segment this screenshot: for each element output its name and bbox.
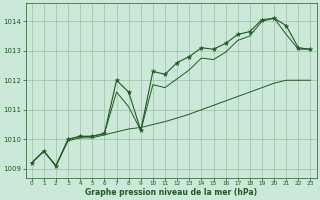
X-axis label: Graphe pression niveau de la mer (hPa): Graphe pression niveau de la mer (hPa) <box>85 188 257 197</box>
